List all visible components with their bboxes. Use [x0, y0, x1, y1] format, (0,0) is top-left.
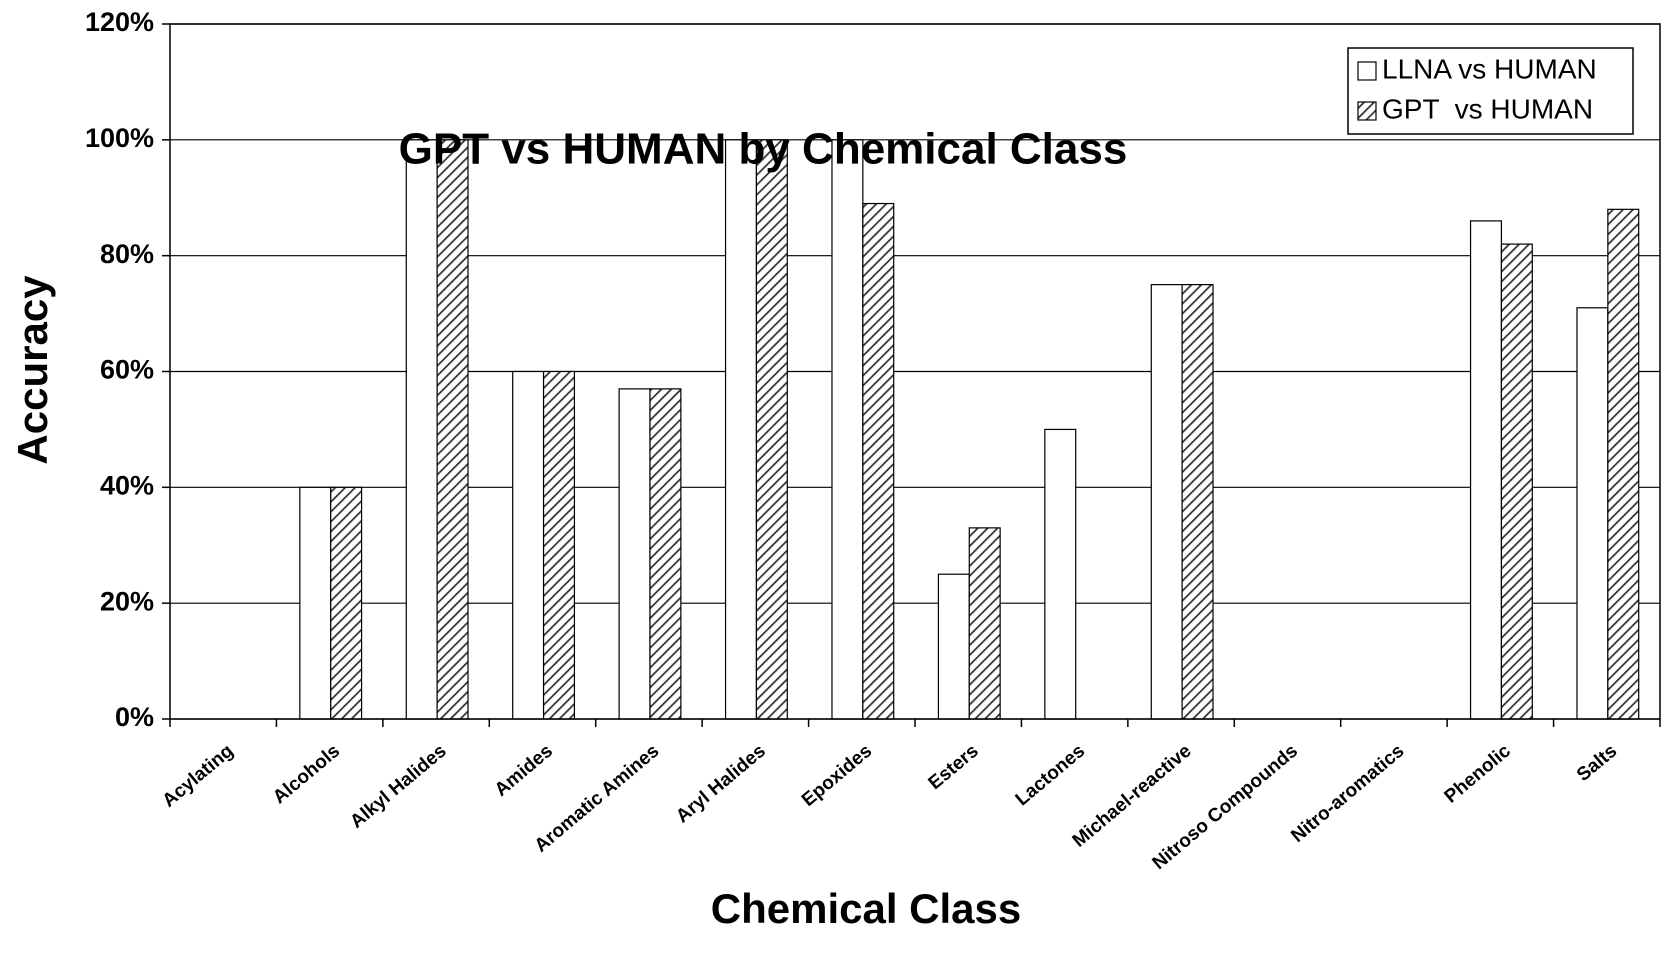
- bar: [512, 370, 545, 720]
- y-tick-label: 60%: [100, 355, 154, 385]
- x-tick-label: Esters: [925, 741, 983, 794]
- x-tick-label: Alkyl Halides: [346, 741, 450, 833]
- bar: [724, 139, 758, 720]
- bar: [862, 202, 895, 720]
- bar: [1044, 428, 1077, 720]
- bar: [1607, 208, 1640, 720]
- bar: [1469, 220, 1503, 720]
- bar: [1150, 284, 1183, 720]
- bar: [405, 139, 438, 720]
- x-tick-label: Alcohols: [269, 741, 344, 809]
- legend-label: GPT vs HUMAN: [1382, 93, 1593, 124]
- bar: [1181, 284, 1214, 720]
- bar: [299, 486, 332, 720]
- bar: [1576, 307, 1609, 720]
- bar: [330, 486, 363, 720]
- bar: [968, 527, 1001, 720]
- x-tick-label: Acylating: [159, 741, 238, 812]
- y-axis-label: Accuracy: [9, 275, 56, 465]
- bar: [542, 370, 576, 720]
- plot-frame: [169, 23, 1661, 720]
- x-tick-label: Salts: [1573, 741, 1621, 786]
- y-tick-label: 80%: [100, 239, 154, 269]
- x-axis-label: Chemical Class: [711, 885, 1022, 932]
- y-tick-label: 120%: [85, 7, 154, 37]
- x-tick-label: Nitro-aromatics: [1287, 741, 1408, 847]
- bar: [755, 139, 788, 720]
- bars: [299, 139, 1640, 720]
- bar: [831, 139, 864, 720]
- x-tick-label: Aryl Halides: [672, 741, 770, 828]
- legend: LLNA vs HUMAN GPT vs HUMAN: [1347, 47, 1634, 135]
- bar: [618, 388, 651, 720]
- y-tick-label: 20%: [100, 586, 154, 616]
- legend-box: [1347, 47, 1634, 135]
- legend-swatch: [1357, 101, 1377, 121]
- legend-label: LLNA vs HUMAN: [1382, 53, 1597, 84]
- bar: [436, 139, 469, 720]
- bar: [649, 388, 682, 720]
- bar: [1500, 243, 1533, 720]
- bar: [937, 573, 970, 720]
- x-tick-label: Phenolic: [1441, 740, 1515, 807]
- x-tick-label: Amides: [491, 741, 557, 801]
- chart-title: GPT vs HUMAN by Chemical Class: [399, 125, 1128, 174]
- y-tick-label: 0%: [115, 702, 154, 732]
- x-tick-label: Lactones: [1012, 741, 1089, 811]
- y-tick-label: 40%: [100, 470, 154, 500]
- legend-swatch: [1357, 61, 1377, 81]
- x-tick-label: Epoxides: [798, 741, 876, 811]
- y-tick-label: 100%: [85, 123, 154, 153]
